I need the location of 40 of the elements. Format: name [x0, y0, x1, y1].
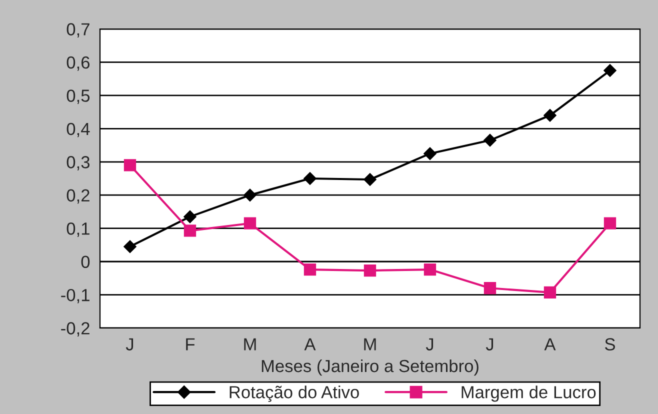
x-tick-label: S	[605, 338, 615, 350]
y-tick-label: 0,5	[66, 90, 90, 104]
x-axis-title: Meses (Janeiro a Setembro)	[262, 359, 478, 376]
point	[604, 217, 616, 230]
point	[364, 173, 376, 186]
legend-label: Rotação do Ativo	[230, 386, 359, 402]
y-tick-label: 0,7	[66, 23, 90, 38]
y-tick-label: -0,1	[61, 288, 90, 304]
y-tick-label: 0,3	[66, 156, 90, 170]
point	[364, 264, 376, 277]
point	[484, 134, 496, 147]
legend-label: Margem de Lucro	[462, 386, 596, 402]
x-tick-label: A	[544, 338, 556, 350]
point	[604, 64, 616, 77]
point	[244, 188, 256, 202]
point	[184, 224, 196, 237]
x-tick-label: J	[126, 338, 134, 350]
point	[244, 217, 256, 230]
y-tick-label: 0,4	[66, 122, 90, 138]
point	[424, 263, 436, 276]
point	[484, 282, 496, 294]
x-tick-label: J	[426, 338, 434, 350]
point	[544, 108, 556, 122]
x-tick-label: A	[304, 338, 316, 350]
y-tick-label: 0	[81, 256, 90, 268]
point	[304, 172, 316, 185]
y-tick-label: 0,2	[66, 189, 90, 204]
x-tick-label: M	[364, 338, 376, 350]
x-tick-label: M	[244, 338, 256, 350]
point	[544, 286, 556, 299]
point	[424, 147, 436, 160]
point	[124, 240, 136, 254]
x-tick-label: F	[186, 338, 195, 350]
point	[304, 263, 316, 276]
point	[184, 210, 196, 224]
x-tick-label: J	[486, 338, 494, 350]
y-tick-label: 0,6	[66, 56, 90, 71]
point	[124, 159, 136, 172]
y-tick-label: -0,2	[61, 322, 90, 337]
y-tick-label: 0,1	[66, 222, 90, 237]
